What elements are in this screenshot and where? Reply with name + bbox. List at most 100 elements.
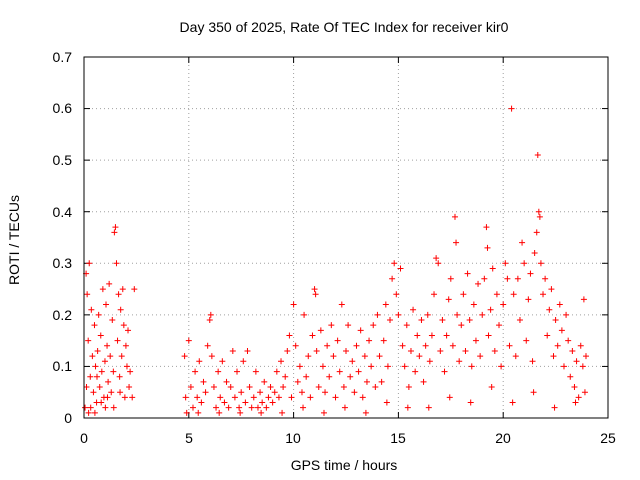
data-point xyxy=(240,358,247,365)
x-tick-label: 10 xyxy=(285,430,301,446)
data-point xyxy=(579,363,586,370)
grid xyxy=(84,57,608,418)
data-point xyxy=(110,368,117,375)
data-point xyxy=(108,389,115,396)
data-point xyxy=(207,311,214,318)
data-point xyxy=(127,368,134,375)
data-point xyxy=(514,275,521,282)
data-point xyxy=(504,275,511,282)
data-point xyxy=(336,368,343,375)
data-point xyxy=(182,394,189,401)
data-point xyxy=(194,394,201,401)
data-point xyxy=(202,389,209,396)
data-point xyxy=(529,358,536,365)
data-point xyxy=(320,409,327,416)
data-point xyxy=(341,404,348,411)
data-point xyxy=(519,239,526,246)
data-point xyxy=(290,301,297,308)
data-point xyxy=(115,291,122,298)
data-point xyxy=(95,311,102,318)
data-point xyxy=(449,342,456,349)
data-point xyxy=(378,378,385,385)
data-point xyxy=(217,394,224,401)
data-point xyxy=(106,280,113,287)
data-point xyxy=(431,291,438,298)
data-point xyxy=(187,384,194,391)
data-point xyxy=(433,255,440,262)
data-point xyxy=(196,358,203,365)
x-tick-label: 15 xyxy=(390,430,406,446)
data-point xyxy=(523,337,530,344)
data-point xyxy=(426,358,433,365)
data-point xyxy=(535,208,542,215)
data-point xyxy=(420,378,427,385)
data-point xyxy=(192,368,199,375)
data-point xyxy=(544,332,551,339)
data-point xyxy=(340,384,347,391)
data-point xyxy=(126,384,133,391)
data-point xyxy=(322,389,329,396)
data-point xyxy=(89,353,96,360)
data-point xyxy=(279,409,286,416)
data-point xyxy=(500,301,507,308)
data-point xyxy=(351,389,358,396)
data-point xyxy=(116,373,123,380)
data-point xyxy=(456,358,463,365)
data-point xyxy=(216,409,223,416)
data-point xyxy=(103,301,110,308)
data-point xyxy=(278,358,285,365)
data-point xyxy=(554,342,561,349)
data-point xyxy=(389,275,396,282)
data-point xyxy=(445,296,452,303)
data-point xyxy=(85,337,92,344)
data-point xyxy=(485,332,492,339)
data-point xyxy=(382,301,389,308)
data-point xyxy=(85,409,92,416)
data-point xyxy=(567,373,574,380)
data-point xyxy=(210,384,217,391)
data-point xyxy=(416,353,423,360)
data-point xyxy=(92,363,99,370)
data-point xyxy=(254,404,261,411)
data-point xyxy=(477,353,484,360)
data-point xyxy=(84,291,91,298)
data-point xyxy=(424,311,431,318)
data-point xyxy=(353,342,360,349)
data-point xyxy=(404,404,411,411)
data-point xyxy=(525,296,532,303)
data-point xyxy=(248,404,255,411)
data-point xyxy=(244,347,251,354)
data-point xyxy=(280,384,287,391)
data-point xyxy=(512,353,519,360)
data-point xyxy=(294,378,301,385)
data-point xyxy=(372,384,379,391)
data-point xyxy=(309,332,316,339)
data-point xyxy=(481,275,488,282)
data-point xyxy=(87,404,94,411)
data-point xyxy=(258,409,265,416)
data-point xyxy=(123,363,130,370)
data-point xyxy=(338,301,345,308)
y-tick-label: 0.4 xyxy=(53,204,73,220)
data-point xyxy=(98,368,105,375)
data-point xyxy=(204,342,211,349)
data-point xyxy=(355,368,362,375)
data-point xyxy=(506,342,513,349)
data-point xyxy=(498,363,505,370)
data-point xyxy=(472,337,479,344)
data-point xyxy=(90,389,97,396)
data-point xyxy=(580,296,587,303)
data-point xyxy=(496,322,503,329)
data-point xyxy=(271,389,278,396)
data-point xyxy=(319,363,326,370)
data-point xyxy=(560,363,567,370)
data-point xyxy=(403,322,410,329)
data-point xyxy=(93,373,100,380)
data-point xyxy=(107,353,114,360)
data-point xyxy=(111,229,118,236)
data-point xyxy=(454,311,461,318)
data-point xyxy=(391,260,398,267)
data-point xyxy=(181,353,188,360)
data-point xyxy=(470,301,477,308)
data-point xyxy=(227,384,234,391)
